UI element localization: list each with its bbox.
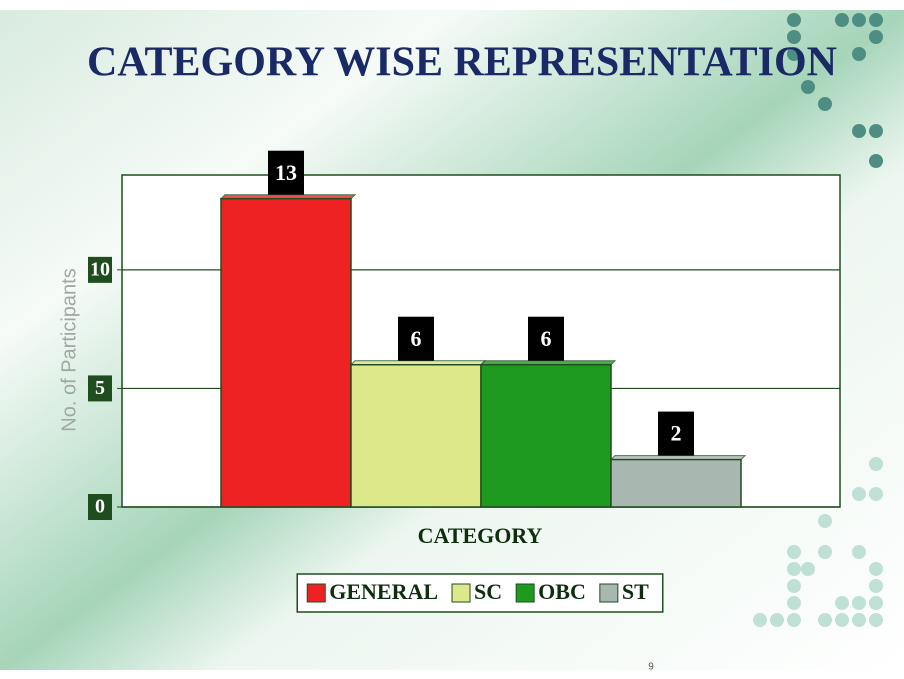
bar [611,460,741,507]
legend-label: GENERAL [329,579,438,604]
page-number: 9 [648,662,654,673]
x-axis-label: CATEGORY [418,523,543,548]
data-label: 6 [411,326,422,351]
legend: GENERAL SC OBC ST [297,574,663,612]
y-axis-label: No. of Participants [58,268,80,431]
bar [351,365,481,507]
y-tick-label: 0 [95,496,105,518]
legend-label: ST [622,579,649,604]
data-label: 2 [671,421,682,446]
data-label: 13 [275,160,297,185]
legend-swatch [516,584,534,602]
slide: CATEGORY WISE REPRESENTATION CATEGORY No… [0,0,904,679]
legend-swatch [452,584,470,602]
y-tick-label: 5 [95,377,105,399]
legend-swatch [307,584,325,602]
legend-label: OBC [538,579,586,604]
chart-title: CATEGORY WISE REPRESENTATION [87,40,837,86]
legend-swatch [600,584,618,602]
legend-label: SC [474,579,502,604]
data-label: 6 [541,326,552,351]
y-tick-label: 10 [90,258,110,280]
bar [221,199,351,507]
bar [481,365,611,507]
